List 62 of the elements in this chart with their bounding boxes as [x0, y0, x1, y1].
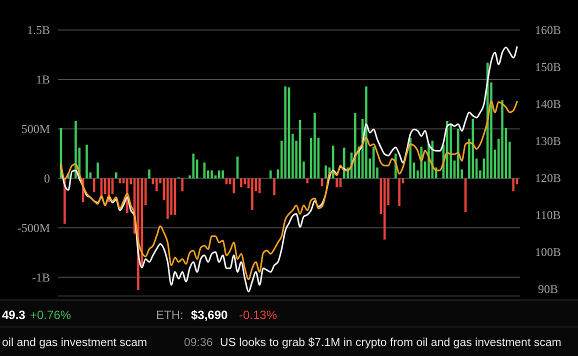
- bar: [155, 178, 158, 192]
- text: 49.3: [2, 308, 26, 322]
- y2-tick-label: 140B: [534, 97, 562, 112]
- bar: [222, 170, 224, 178]
- bar: [118, 178, 121, 184]
- bar: [269, 170, 272, 178]
- line-series: [60, 100, 518, 280]
- y2-tick-label: 120B: [534, 170, 562, 185]
- bar: [501, 100, 504, 178]
- bar: [115, 172, 118, 178]
- y-tick-label: -1B: [32, 270, 50, 284]
- bar: [210, 170, 213, 178]
- y2-tick-label: 130B: [534, 134, 562, 148]
- bar: [148, 169, 150, 178]
- y2-tick-label: 90B: [538, 282, 558, 296]
- bar: [336, 178, 338, 188]
- bar: [314, 113, 316, 178]
- bar: [365, 86, 368, 178]
- bar: [192, 154, 195, 178]
- bar: [244, 178, 246, 184]
- bar: [332, 146, 334, 178]
- y2-tick-label: 100B: [534, 244, 562, 259]
- bar: [86, 144, 88, 178]
- bar: [512, 178, 514, 192]
- bar: [472, 118, 474, 178]
- bar: [354, 113, 356, 178]
- bar: [232, 178, 235, 194]
- y-tick-label: 0: [44, 172, 50, 186]
- bar: [306, 178, 309, 184]
- text: -0.13%: [239, 308, 278, 322]
- bar: [251, 178, 254, 210]
- text: US looks to grab $7.1M in crypto from oil and gas investment scam: [220, 337, 562, 349]
- text: oil and gas investment scam: [2, 337, 148, 349]
- bar: [96, 162, 99, 178]
- text: +0.76%: [30, 308, 72, 322]
- bar: [446, 120, 448, 178]
- bar: [409, 138, 412, 178]
- text: $3,690: [191, 308, 228, 322]
- bar: [457, 128, 460, 178]
- bar: [166, 178, 169, 219]
- text: ETH:: [156, 308, 184, 322]
- bar: [383, 178, 386, 240]
- line-series: [60, 46, 518, 292]
- bar: [170, 178, 172, 215]
- y2-tick-label: 110B: [535, 208, 561, 222]
- y2-tick-label: 150B: [534, 60, 562, 74]
- y-tick-label: 500M: [21, 122, 50, 136]
- bar: [284, 86, 286, 178]
- bar: [181, 178, 184, 192]
- text: 09:36: [184, 337, 213, 349]
- bar: [450, 124, 452, 178]
- bar: [398, 178, 400, 206]
- bar: [273, 178, 276, 196]
- y-tick-label: 1B: [36, 72, 50, 87]
- bar: [324, 165, 327, 178]
- y-tick-label: 1.5B: [26, 23, 50, 38]
- bar: [74, 120, 77, 178]
- bar: [240, 178, 242, 188]
- y-tick-label: -500M: [17, 220, 50, 235]
- bar: [218, 170, 220, 178]
- y2-tick-label: 160B: [534, 23, 562, 38]
- bar: [343, 148, 346, 178]
